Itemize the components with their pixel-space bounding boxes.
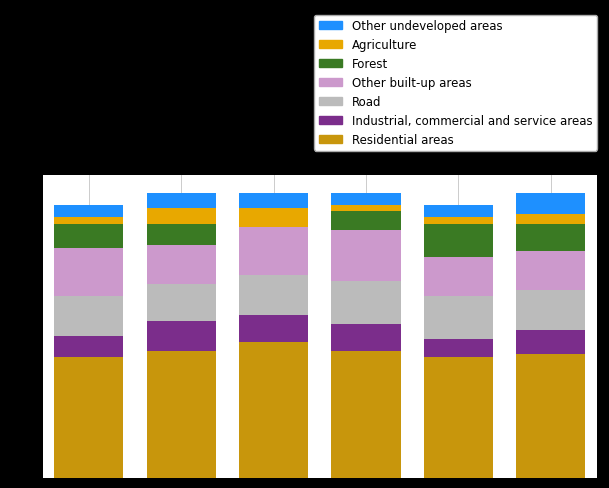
Bar: [424, 218, 493, 224]
Bar: [239, 227, 308, 276]
Bar: [516, 291, 585, 330]
Bar: [331, 206, 401, 212]
Bar: [331, 194, 401, 206]
Bar: [239, 276, 308, 315]
Bar: [54, 297, 124, 336]
Bar: [147, 285, 216, 321]
Bar: [239, 209, 308, 227]
Bar: [54, 248, 124, 297]
Bar: [516, 354, 585, 478]
Bar: [147, 209, 216, 224]
Bar: [331, 212, 401, 230]
Bar: [54, 336, 124, 357]
Bar: [54, 206, 124, 218]
Bar: [239, 315, 308, 342]
Bar: [147, 245, 216, 285]
Bar: [331, 324, 401, 351]
Bar: [239, 342, 308, 478]
Bar: [331, 282, 401, 324]
Bar: [147, 224, 216, 245]
Bar: [331, 230, 401, 282]
Bar: [239, 194, 308, 209]
Legend: Other undeveloped areas, Agriculture, Forest, Other built-up areas, Road, Indust: Other undeveloped areas, Agriculture, Fo…: [314, 16, 597, 151]
Bar: [147, 194, 216, 209]
Bar: [516, 215, 585, 224]
Bar: [54, 218, 124, 224]
Bar: [424, 206, 493, 218]
Bar: [424, 297, 493, 339]
Bar: [54, 224, 124, 248]
Bar: [424, 257, 493, 297]
Bar: [424, 339, 493, 357]
Bar: [516, 330, 585, 354]
Bar: [331, 351, 401, 478]
Bar: [424, 357, 493, 478]
Bar: [54, 357, 124, 478]
Bar: [516, 194, 585, 215]
Bar: [516, 251, 585, 291]
Bar: [516, 224, 585, 251]
Bar: [424, 224, 493, 257]
Bar: [147, 351, 216, 478]
Bar: [147, 321, 216, 351]
